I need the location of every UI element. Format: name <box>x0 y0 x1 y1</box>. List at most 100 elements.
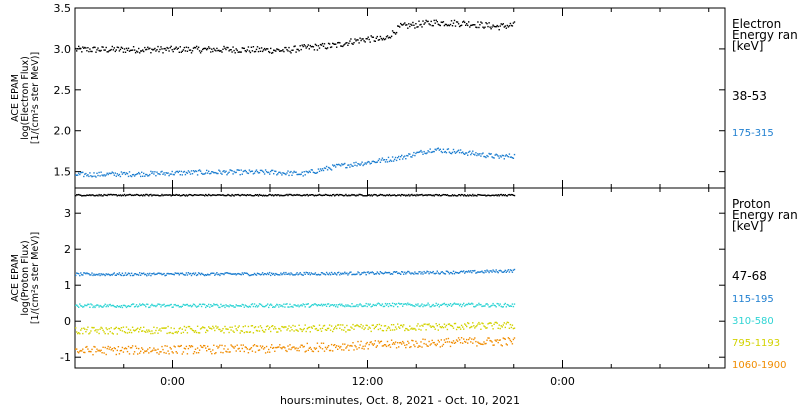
data-point <box>512 157 515 159</box>
data-point <box>469 337 471 339</box>
data-point <box>332 304 334 306</box>
data-point <box>448 195 451 197</box>
data-point <box>424 152 426 154</box>
data-point <box>175 46 177 48</box>
data-point <box>116 349 118 352</box>
data-point <box>237 348 239 350</box>
data-point <box>387 37 390 39</box>
data-point <box>501 154 503 157</box>
data-point <box>319 304 322 307</box>
data-point <box>230 169 232 172</box>
data-point <box>98 349 100 351</box>
data-point <box>438 273 440 275</box>
data-point <box>329 349 332 352</box>
data-point <box>200 272 203 275</box>
data-point <box>371 160 373 163</box>
data-point <box>284 347 286 349</box>
data-point <box>399 194 401 196</box>
data-point <box>231 51 233 53</box>
data-point <box>369 303 371 305</box>
data-point <box>155 194 157 197</box>
data-point <box>349 345 351 347</box>
data-point <box>223 304 225 307</box>
data-point <box>167 194 169 196</box>
data-point <box>319 168 322 170</box>
data-point <box>316 305 319 307</box>
data-point <box>342 324 344 326</box>
data-point <box>415 303 417 306</box>
data-point <box>316 329 319 332</box>
data-point <box>393 343 396 345</box>
data-point <box>81 171 83 174</box>
data-point <box>495 26 497 28</box>
data-point <box>511 194 514 196</box>
data-point <box>125 194 128 196</box>
data-point <box>235 328 237 330</box>
data-point <box>185 303 188 306</box>
data-point <box>416 193 418 196</box>
data-point <box>364 41 366 43</box>
data-point <box>205 172 207 174</box>
data-point <box>334 344 336 346</box>
data-point <box>176 48 178 50</box>
data-point <box>373 193 375 196</box>
data-point <box>319 194 322 196</box>
data-point <box>348 305 350 307</box>
data-point <box>280 194 282 196</box>
data-point <box>452 303 455 305</box>
data-point <box>458 151 461 154</box>
data-point <box>148 352 150 354</box>
data-point <box>229 351 231 353</box>
data-point <box>497 194 499 196</box>
data-point <box>279 171 281 173</box>
data-point <box>232 273 234 275</box>
data-point <box>355 305 357 307</box>
data-point <box>448 273 451 275</box>
data-point <box>239 350 241 352</box>
data-point <box>354 273 356 276</box>
data-point <box>271 304 273 306</box>
data-point <box>191 345 194 348</box>
data-point <box>498 157 500 159</box>
data-point <box>473 153 475 155</box>
data-point <box>317 350 320 353</box>
data-point <box>428 151 430 153</box>
data-point <box>420 23 422 26</box>
data-point <box>312 325 315 327</box>
data-point <box>439 272 441 275</box>
data-point <box>400 195 402 197</box>
data-point <box>279 274 281 276</box>
data-point <box>481 305 483 308</box>
data-point <box>203 47 205 50</box>
data-point <box>300 344 302 346</box>
data-point <box>100 194 102 196</box>
data-point <box>475 194 477 197</box>
data-point <box>216 345 218 347</box>
data-point <box>511 271 514 273</box>
data-point <box>222 273 224 275</box>
data-point <box>363 271 365 273</box>
data-point <box>261 50 264 53</box>
data-point <box>78 332 80 334</box>
data-point <box>443 272 446 275</box>
data-point <box>406 344 408 346</box>
data-point <box>276 194 278 197</box>
data-point <box>158 50 160 53</box>
data-point <box>86 272 88 274</box>
data-point <box>415 329 417 331</box>
data-point <box>278 49 280 51</box>
data-point <box>386 194 389 196</box>
data-point <box>432 270 434 273</box>
data-point <box>265 195 268 197</box>
legend-entry: 175-315 <box>732 128 774 139</box>
data-point <box>330 271 333 274</box>
data-point <box>467 24 469 27</box>
data-point <box>443 339 446 341</box>
data-point <box>387 344 390 347</box>
data-point <box>466 23 468 25</box>
data-point <box>80 349 82 352</box>
data-point <box>200 305 203 308</box>
data-point <box>469 327 471 329</box>
data-point <box>462 326 464 328</box>
data-point <box>290 193 292 196</box>
